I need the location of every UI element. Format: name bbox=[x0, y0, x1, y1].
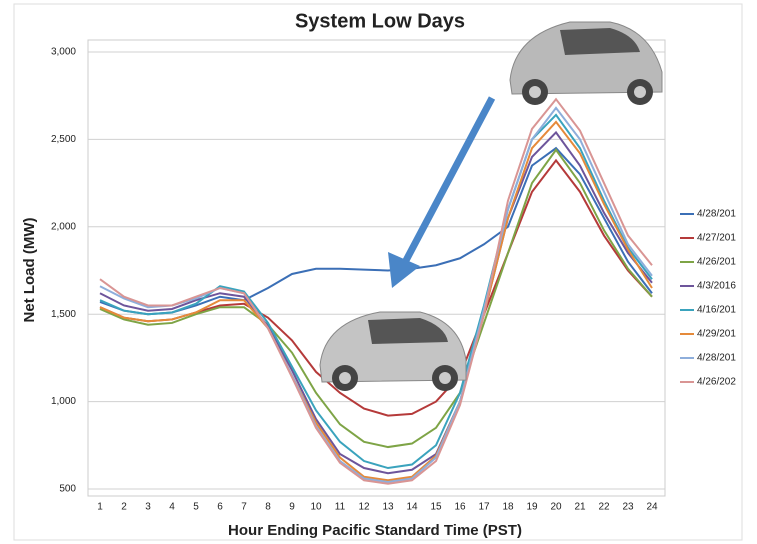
y-tick-label: 500 bbox=[59, 484, 76, 495]
x-tick-label: 14 bbox=[406, 502, 418, 513]
x-tick-label: 10 bbox=[310, 502, 322, 513]
x-tick-label: 9 bbox=[289, 502, 295, 513]
legend-label: 4/28/201 bbox=[697, 209, 736, 220]
x-tick-label: 20 bbox=[550, 502, 562, 513]
x-tick-label: 19 bbox=[526, 502, 538, 513]
x-tick-label: 16 bbox=[454, 502, 466, 513]
x-tick-label: 12 bbox=[358, 502, 370, 513]
x-tick-label: 17 bbox=[478, 502, 490, 513]
legend-label: 4/26/201 bbox=[697, 257, 736, 268]
x-tick-label: 8 bbox=[265, 502, 271, 513]
legend-label: 4/16/201 bbox=[697, 305, 736, 316]
x-tick-label: 24 bbox=[646, 502, 658, 513]
y-tick-label: 2,500 bbox=[51, 134, 76, 145]
legend-label: 4/28/201 bbox=[697, 353, 736, 364]
x-tick-label: 4 bbox=[169, 502, 175, 513]
page: {"chart_data": {"type": "line", "title":… bbox=[0, 0, 757, 544]
x-tick-label: 23 bbox=[622, 502, 634, 513]
y-axis-title: Net Load (MW) bbox=[21, 218, 38, 323]
x-axis-title: Hour Ending Pacific Standard Time (PST) bbox=[228, 522, 522, 539]
x-tick-label: 7 bbox=[241, 502, 247, 513]
chart-title: System Low Days bbox=[295, 10, 465, 32]
x-tick-label: 5 bbox=[193, 502, 199, 513]
chart: System Low Days Hour Ending Pacific Stan… bbox=[0, 0, 757, 544]
legend-label: 4/27/201 bbox=[697, 233, 736, 244]
y-tick-label: 3,000 bbox=[51, 47, 76, 58]
legend-label: 4/29/201 bbox=[697, 329, 736, 340]
x-tick-label: 21 bbox=[574, 502, 586, 513]
x-tick-label: 3 bbox=[145, 502, 151, 513]
y-tick-label: 1,000 bbox=[51, 396, 76, 407]
y-tick-label: 1,500 bbox=[51, 309, 76, 320]
x-tick-label: 1 bbox=[97, 502, 103, 513]
x-tick-label: 22 bbox=[598, 502, 610, 513]
x-tick-label: 6 bbox=[217, 502, 223, 513]
legend-label: 4/26/202 bbox=[697, 377, 736, 388]
legend-label: 4/3/2016 bbox=[697, 281, 736, 292]
x-tick-label: 13 bbox=[382, 502, 394, 513]
x-tick-label: 18 bbox=[502, 502, 514, 513]
y-tick-label: 2,000 bbox=[51, 221, 76, 232]
x-tick-label: 2 bbox=[121, 502, 127, 513]
x-tick-label: 15 bbox=[430, 502, 442, 513]
x-tick-label: 11 bbox=[335, 502, 346, 513]
